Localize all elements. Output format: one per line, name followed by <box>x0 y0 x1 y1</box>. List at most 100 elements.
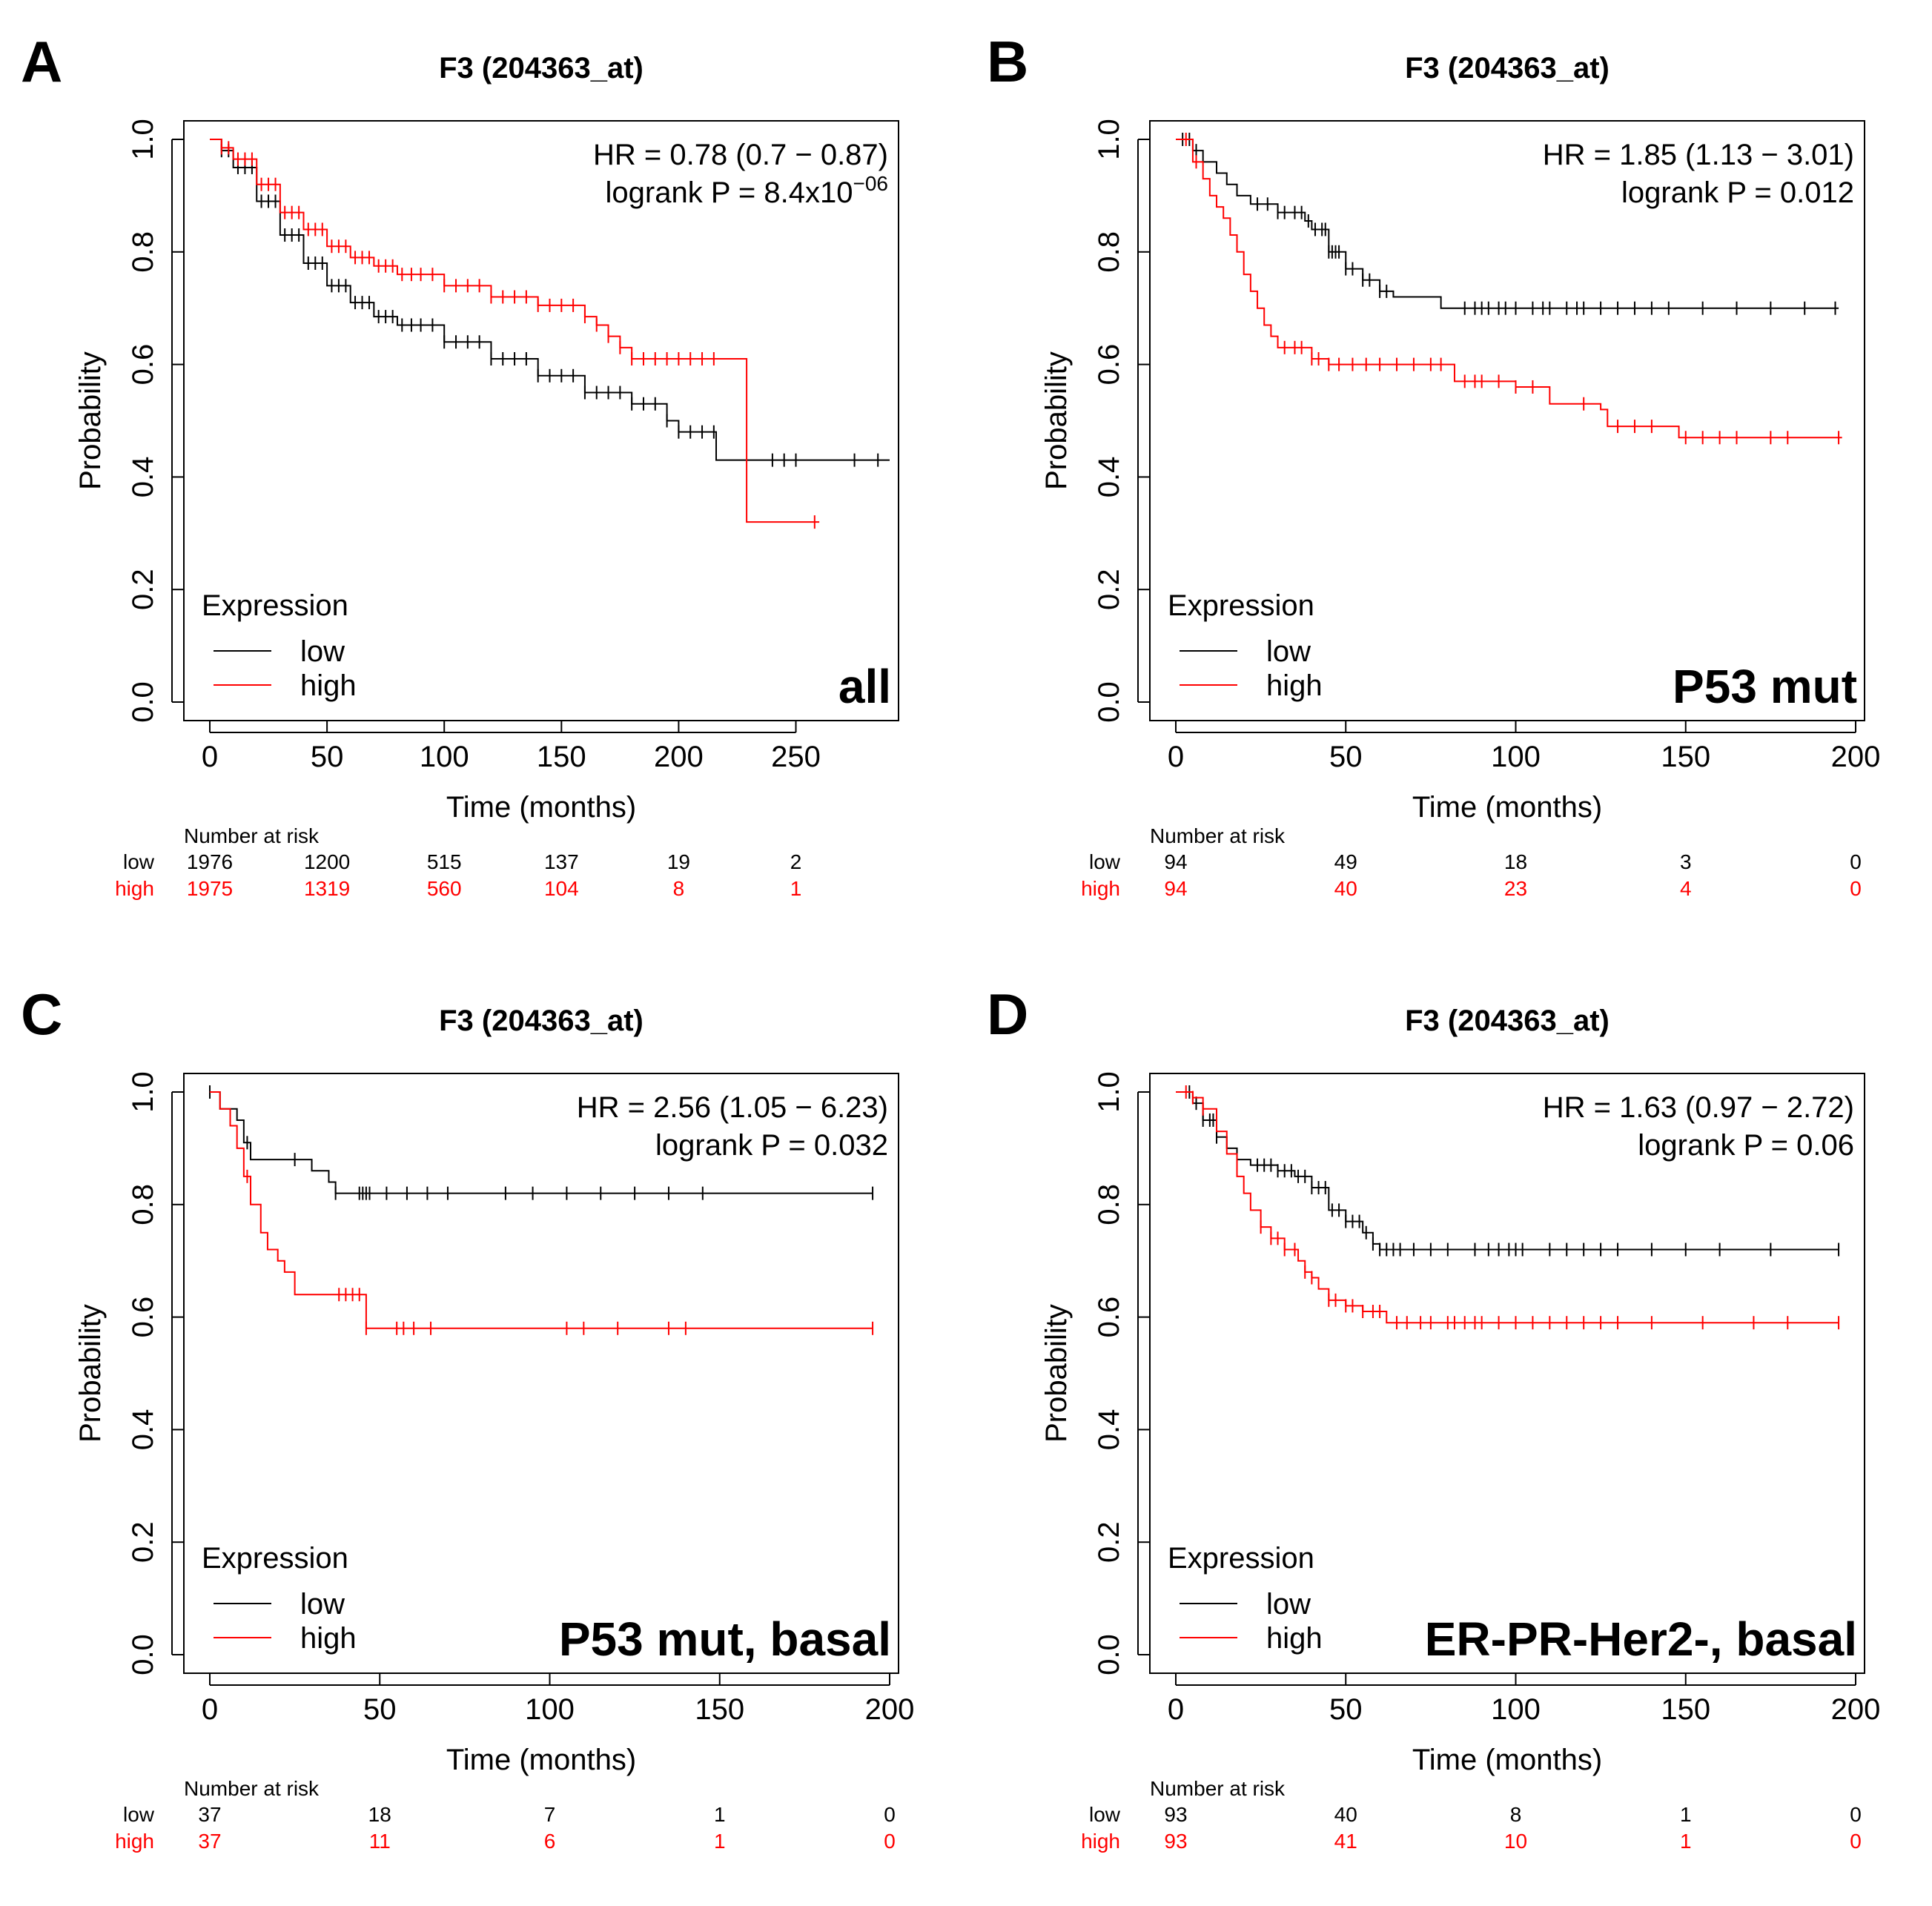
x-tick-label: 0 <box>202 741 218 773</box>
risk-value-low: 0 <box>884 1803 896 1826</box>
km-curve-low <box>210 1091 873 1194</box>
logrank-exponent: −06 <box>853 172 889 195</box>
risk-value-high: 1 <box>1680 1830 1692 1853</box>
panel-letter: A <box>21 29 62 94</box>
risk-table-header: Number at risk <box>1150 1777 1286 1800</box>
risk-row-label-high: high <box>115 877 154 900</box>
panel-letter: B <box>987 29 1028 94</box>
y-tick-label: 0.2 <box>1093 569 1125 610</box>
y-tick-label: 0.2 <box>127 569 159 610</box>
y-tick-label: 0.6 <box>127 344 159 385</box>
subset-label: all <box>838 660 891 713</box>
chart-title: F3 (204363_at) <box>1405 52 1610 85</box>
risk-value-low: 3 <box>1680 850 1692 873</box>
x-tick-label: 100 <box>1491 741 1541 773</box>
x-tick-label: 150 <box>537 741 586 773</box>
risk-value-low: 1976 <box>187 850 233 873</box>
x-tick-label: 250 <box>771 741 821 773</box>
x-tick-label: 0 <box>202 1693 218 1726</box>
risk-value-high: 4 <box>1680 877 1692 900</box>
logrank-main: logrank P = 0.032 <box>655 1129 888 1162</box>
y-axis-label: Probability <box>74 351 107 490</box>
km-chart-d: D F3 (204363_at) 0.0 0.2 0.4 0.6 0.8 1.0 Probabi… <box>987 982 1881 1853</box>
y-tick-label: 0.8 <box>1093 231 1125 273</box>
risk-value-low: 137 <box>544 850 579 873</box>
legend-label-high: high <box>300 669 357 702</box>
subset-label: P53 mut, basal <box>559 1612 891 1666</box>
x-tick-label: 50 <box>1329 741 1363 773</box>
y-tick-label: 0.0 <box>1093 1634 1125 1675</box>
x-tick-label: 200 <box>654 741 704 773</box>
risk-value-low: 7 <box>544 1803 556 1826</box>
risk-value-high: 6 <box>544 1830 556 1853</box>
hr-text: HR = 0.78 (0.7 − 0.87) <box>593 139 888 171</box>
risk-value-low: 93 <box>1164 1803 1187 1826</box>
plot-frame <box>183 120 899 721</box>
legend-label-high: high <box>1266 1622 1323 1655</box>
y-tick-label: 1.0 <box>127 119 159 160</box>
x-tick-label: 200 <box>1831 1693 1881 1726</box>
x-axis-label: Time (months) <box>1412 791 1602 824</box>
legend-title: Expression <box>202 589 348 622</box>
risk-row-label-high: high <box>1081 1830 1120 1853</box>
km-chart-a: A F3 (204363_at) 0.0 0.2 0.4 0.6 0.8 1.0 Probabi… <box>21 29 899 900</box>
y-tick-label: 0.0 <box>127 1634 159 1675</box>
risk-value-low: 40 <box>1334 1803 1357 1826</box>
chart-title: F3 (204363_at) <box>439 1005 644 1037</box>
x-tick-label: 100 <box>1491 1693 1541 1726</box>
risk-value-high: 94 <box>1164 877 1187 900</box>
y-tick-label: 0.6 <box>1093 344 1125 385</box>
km-curve-low <box>210 139 890 461</box>
plot-frame <box>183 1073 899 1674</box>
risk-value-high: 1 <box>714 1830 726 1853</box>
km-curve-low <box>1176 1091 1839 1251</box>
y-tick-label: 1.0 <box>1093 119 1125 160</box>
y-tick-label: 0.8 <box>1093 1184 1125 1225</box>
panel-c: C F3 (204363_at) 0.0 0.2 0.4 0.6 0.8 1.0 Probabi… <box>0 953 966 1905</box>
risk-row-label-low: low <box>123 1803 155 1826</box>
x-tick-label: 100 <box>525 1693 575 1726</box>
risk-value-high: 40 <box>1334 877 1357 900</box>
x-tick-label: 150 <box>1661 741 1710 773</box>
x-axis-label: Time (months) <box>446 1744 636 1776</box>
risk-value-low: 0 <box>1850 1803 1862 1826</box>
risk-value-high: 1975 <box>187 877 233 900</box>
risk-value-high: 8 <box>673 877 685 900</box>
x-axis-label: Time (months) <box>446 791 636 824</box>
logrank-text: logrank P = 0.06 <box>1638 1129 1854 1162</box>
x-tick-label: 50 <box>1329 1693 1363 1726</box>
y-tick-label: 0.0 <box>127 681 159 723</box>
subset-label: P53 mut <box>1673 660 1857 713</box>
risk-value-high: 1 <box>790 877 802 900</box>
y-tick-label: 1.0 <box>127 1071 159 1113</box>
plot-frame <box>1149 1073 1865 1674</box>
x-axis-label: Time (months) <box>1412 1744 1602 1776</box>
x-tick-label: 0 <box>1168 741 1184 773</box>
y-tick-label: 0.2 <box>127 1521 159 1563</box>
risk-value-low: 8 <box>1510 1803 1522 1826</box>
legend-title: Expression <box>1168 589 1314 622</box>
logrank-main: logrank P = 0.06 <box>1638 1129 1854 1162</box>
y-tick-label: 0.2 <box>1093 1521 1125 1563</box>
logrank-main: logrank P = 0.012 <box>1621 176 1854 209</box>
y-tick-label: 0.0 <box>1093 681 1125 723</box>
risk-row-label-high: high <box>115 1830 154 1853</box>
km-curve-high <box>1176 1091 1839 1324</box>
x-tick-label: 150 <box>1661 1693 1710 1726</box>
risk-value-low: 37 <box>198 1803 221 1826</box>
logrank-text: logrank P = 8.4x10−06 <box>606 172 888 209</box>
x-tick-label: 100 <box>420 741 469 773</box>
risk-value-low: 0 <box>1850 850 1862 873</box>
subset-label: ER-PR-Her2-, basal <box>1425 1612 1857 1666</box>
x-tick-label: 200 <box>1831 741 1881 773</box>
logrank-text: logrank P = 0.032 <box>655 1129 888 1162</box>
risk-value-high: 0 <box>1850 1830 1862 1853</box>
risk-value-low: 515 <box>427 850 462 873</box>
x-tick-label: 200 <box>865 1693 915 1726</box>
y-axis-label: Probability <box>1040 351 1073 490</box>
chart-title: F3 (204363_at) <box>439 52 644 85</box>
panel-a: A F3 (204363_at) 0.0 0.2 0.4 0.6 0.8 1.0 Probabi… <box>0 0 966 953</box>
x-tick-label: 50 <box>311 741 344 773</box>
hr-text: HR = 1.63 (0.97 − 2.72) <box>1543 1091 1854 1124</box>
chart-title: F3 (204363_at) <box>1405 1005 1610 1037</box>
